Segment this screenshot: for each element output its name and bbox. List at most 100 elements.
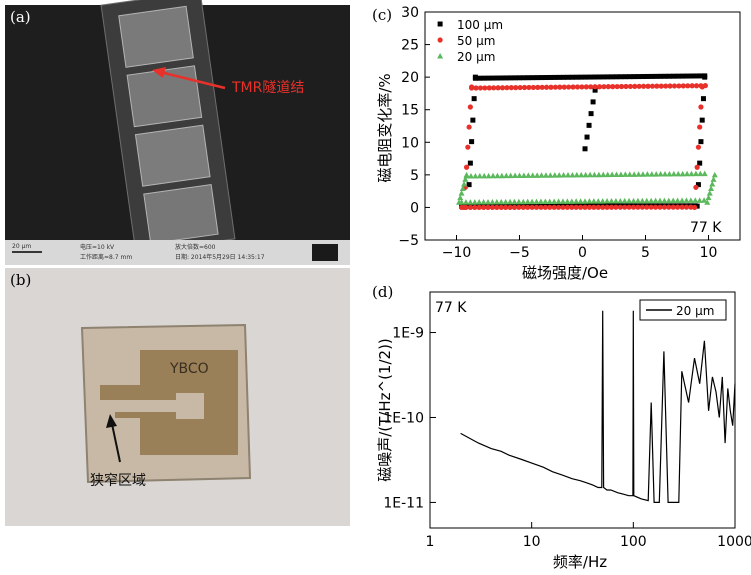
chart-c-point — [559, 198, 566, 204]
chart-c-point — [622, 171, 629, 177]
noise-spectrum-chart: 1 10 100 1000 1E-11 1E-10 1E-9 20 μm — [383, 291, 751, 550]
chart-c-point — [705, 194, 712, 201]
scale-bar-label: 20 μm — [12, 243, 31, 250]
chart-c-point — [529, 198, 536, 205]
chart-c-point — [595, 198, 602, 204]
chart-c-point — [569, 204, 575, 210]
chart-c-point — [502, 198, 509, 205]
chart-c-point — [437, 53, 444, 59]
chart-c-point — [578, 204, 584, 210]
chart-c-point — [494, 75, 500, 81]
chart-c-point — [641, 83, 647, 89]
chart-c-point — [627, 74, 633, 80]
chart-c-point — [557, 84, 563, 90]
chart-c-point — [666, 204, 672, 210]
chart-c-point — [516, 172, 523, 179]
chart-c-point — [698, 104, 704, 110]
chart-c-point — [630, 204, 637, 210]
chart-c-point — [552, 84, 559, 90]
chart-c-point — [652, 197, 659, 204]
chart-c-point — [622, 204, 628, 210]
chart-c-point — [658, 73, 664, 79]
chart-c-point — [605, 84, 611, 90]
chart-c-point — [578, 171, 585, 178]
chart-c-point — [636, 83, 642, 89]
chart-c-point — [504, 85, 510, 91]
chart-c-legend-label: 100 μm — [457, 18, 503, 32]
chart-c-point — [693, 83, 700, 89]
chart-c-point — [701, 170, 708, 177]
chart-c-point — [507, 172, 514, 179]
chart-c-point — [498, 172, 505, 179]
chart-c-point — [591, 204, 597, 210]
chart-d-series-line — [460, 310, 736, 503]
panel-c-label: (c) — [372, 6, 392, 24]
chart-c-point — [467, 204, 473, 211]
chart-c-point — [494, 172, 501, 179]
chart-c-point — [689, 83, 695, 89]
chart-c-point — [461, 204, 467, 211]
chart-c-point — [617, 171, 624, 177]
chart-c-point — [612, 197, 619, 204]
chart-c-point — [499, 75, 505, 81]
chart-c-point — [684, 73, 690, 79]
chart-c-point — [618, 74, 624, 80]
chart-c-xtick-label: −5 — [509, 245, 530, 261]
chart-c-point — [535, 84, 541, 90]
chart-c-point — [458, 190, 465, 196]
chart-c-point — [685, 83, 691, 89]
chart-c-point — [639, 171, 646, 177]
chart-c-ylabel: 磁电阻变化率/% — [376, 73, 394, 182]
chart-c-point — [679, 204, 685, 210]
chart-c-point — [560, 204, 566, 210]
chart-c-point — [507, 198, 514, 205]
chart-c-point — [469, 84, 475, 90]
chart-d-temperature: 77 K — [435, 300, 467, 316]
chart-c-point — [582, 204, 588, 210]
chart-c-point — [656, 197, 663, 204]
chart-c-point — [601, 84, 607, 90]
chart-c-point — [697, 124, 703, 130]
chart-c-point — [665, 197, 672, 204]
chart-c-point — [698, 83, 704, 89]
sem-date: 日期: 2014年5月29日 14:35:17 — [175, 253, 265, 261]
chart-c-point — [621, 197, 628, 204]
chart-c-point — [657, 171, 664, 177]
chart-c-point — [645, 83, 651, 89]
chart-c-point — [710, 176, 717, 182]
chart-c-point — [614, 74, 620, 80]
chart-c-point — [614, 83, 620, 90]
chart-c-point — [608, 204, 615, 210]
chart-c-point — [471, 199, 478, 205]
chart-c-point — [578, 74, 584, 80]
chart-c-point — [574, 84, 581, 90]
chart-c-point — [547, 74, 553, 80]
chart-c-point — [600, 74, 606, 80]
chart-c-point — [649, 73, 655, 79]
chart-c-point — [482, 85, 488, 91]
panel-d-label: (d) — [372, 283, 393, 301]
chart-c-point — [661, 204, 668, 210]
chart-c-point — [695, 144, 702, 150]
chart-c-series: 20 μm — [437, 50, 718, 205]
chart-c-point — [699, 117, 705, 123]
chart-c-point — [635, 204, 641, 210]
chart-c-point — [490, 75, 496, 81]
chart-c-point — [693, 184, 699, 190]
chart-c-point — [643, 197, 650, 204]
chart-c-point — [697, 170, 704, 177]
chart-c-point — [525, 172, 532, 178]
chart-c-point — [511, 198, 518, 205]
chart-d-ytick-label: 1E-9 — [392, 326, 424, 342]
mr-hysteresis-chart: −10 −5 0 5 10 −5 0 5 10 15 20 25 30 100 μm 50 μm 20 μm — [398, 5, 741, 261]
chart-c-point — [654, 83, 660, 89]
chart-c-point — [517, 75, 522, 81]
chart-c-point — [473, 85, 479, 91]
chart-c-point — [498, 204, 504, 210]
chart-c-point — [692, 197, 699, 203]
chart-c-point — [498, 198, 505, 205]
chart-c-point — [556, 172, 563, 178]
chart-d-xtick-label: 10 — [523, 534, 541, 550]
chart-c-point — [573, 204, 579, 210]
chart-c-point — [542, 172, 549, 178]
